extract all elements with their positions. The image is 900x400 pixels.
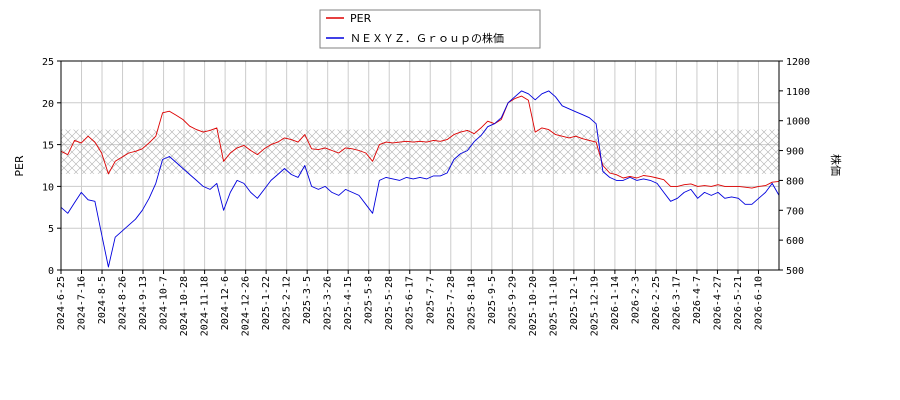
- y-right-tick-label: 1100: [786, 87, 810, 98]
- x-tick-label: 2026-1-14: [610, 276, 621, 330]
- x-tick-label: 2025-8-18: [466, 276, 477, 330]
- x-tick-label: 2025-9-5: [487, 276, 498, 324]
- y-right-label: 株価: [829, 154, 843, 176]
- x-tick-label: 2026-3-17: [671, 276, 682, 330]
- series-lines: [60, 90, 780, 268]
- x-tick-label: 2024-12-26: [241, 276, 252, 336]
- x-tick-label: 2026-2-25: [651, 276, 662, 330]
- legend-entry-price: ＮＥＸＹＺ．Ｇｒｏｕｐの株価: [350, 31, 504, 45]
- x-tick-label: 2025-7-7: [425, 276, 436, 324]
- y-left-tick-label: 15: [42, 141, 54, 152]
- y-left-tick-label: 0: [48, 266, 54, 277]
- legend-box: [319, 9, 541, 49]
- x-tick-label: 2024-10-7: [159, 276, 170, 330]
- x-tick-label: 2025-4-15: [343, 276, 354, 330]
- x-tick-label: 2025-3-26: [323, 276, 334, 330]
- x-tick-label: 2025-1-22: [261, 276, 272, 330]
- y-left-ticks: 0 5 10 15 20 25: [42, 57, 61, 277]
- x-tick-label: 2025-12-1: [569, 276, 580, 330]
- per-range-band: [61, 129, 779, 174]
- x-tick-label: 2024-6-25: [56, 276, 67, 330]
- x-tick-label: 2024-11-18: [200, 276, 211, 336]
- x-tick-label: 2025-6-17: [405, 276, 416, 330]
- x-tick-label: 2026-2-3: [630, 276, 641, 324]
- x-tick-label: 2025-5-8: [364, 276, 375, 324]
- y-right-tick-label: 1200: [786, 57, 810, 68]
- x-ticks: 2024-6-25 2024-7-16 2024-8-5 2024-8-26 2024-…: [56, 270, 764, 336]
- per-line: [60, 95, 780, 189]
- x-tick-label: 2026-4-27: [712, 276, 723, 330]
- legend: PER ＮＥＸＹＺ．Ｇｒｏｕｐの株価: [319, 9, 541, 49]
- x-tick-label: 2024-10-28: [179, 276, 190, 336]
- x-tick-label: 2026-6-10: [753, 276, 764, 330]
- x-tick-label: 2024-9-13: [138, 276, 149, 330]
- legend-entry-per: PER: [350, 12, 372, 25]
- x-tick-label: 2026-4-7: [692, 276, 703, 324]
- y-right-tick-label: 1000: [786, 117, 810, 128]
- x-tick-label: 2025-5-28: [384, 276, 395, 330]
- x-tick-label: 2024-8-5: [97, 276, 108, 324]
- y-left-tick-label: 5: [48, 224, 54, 235]
- plot-frame: [60, 60, 780, 271]
- y-left-label: PER: [13, 155, 26, 177]
- y-right-tick-label: 800: [786, 176, 804, 187]
- y-left-tick-label: 25: [42, 57, 54, 68]
- y-right-ticks: 500 600 700 800 900 1000 1100 1200: [779, 57, 810, 277]
- y-right-tick-label: 600: [786, 236, 804, 247]
- x-tick-label: 2025-11-10: [548, 276, 559, 336]
- x-tick-label: 2025-12-19: [589, 276, 600, 336]
- x-tick-label: 2025-3-5: [302, 276, 313, 324]
- y-right-tick-label: 900: [786, 147, 804, 158]
- x-tick-label: 2026-5-21: [733, 276, 744, 330]
- x-tick-label: 2025-9-29: [507, 276, 518, 330]
- y-right-tick-label: 700: [786, 206, 804, 217]
- x-tick-label: 2024-8-26: [118, 276, 129, 330]
- x-tick-label: 2024-7-16: [77, 276, 88, 330]
- y-left-tick-label: 10: [42, 182, 54, 193]
- y-left-tick-label: 20: [42, 99, 54, 110]
- stock-price-line: [60, 90, 780, 268]
- x-tick-label: 2025-7-28: [446, 276, 457, 330]
- x-tick-label: 2025-2-12: [282, 276, 293, 330]
- y-right-tick-label: 500: [786, 266, 804, 277]
- x-tick-label: 2025-10-20: [528, 276, 539, 336]
- x-tick-label: 2024-12-6: [220, 276, 231, 330]
